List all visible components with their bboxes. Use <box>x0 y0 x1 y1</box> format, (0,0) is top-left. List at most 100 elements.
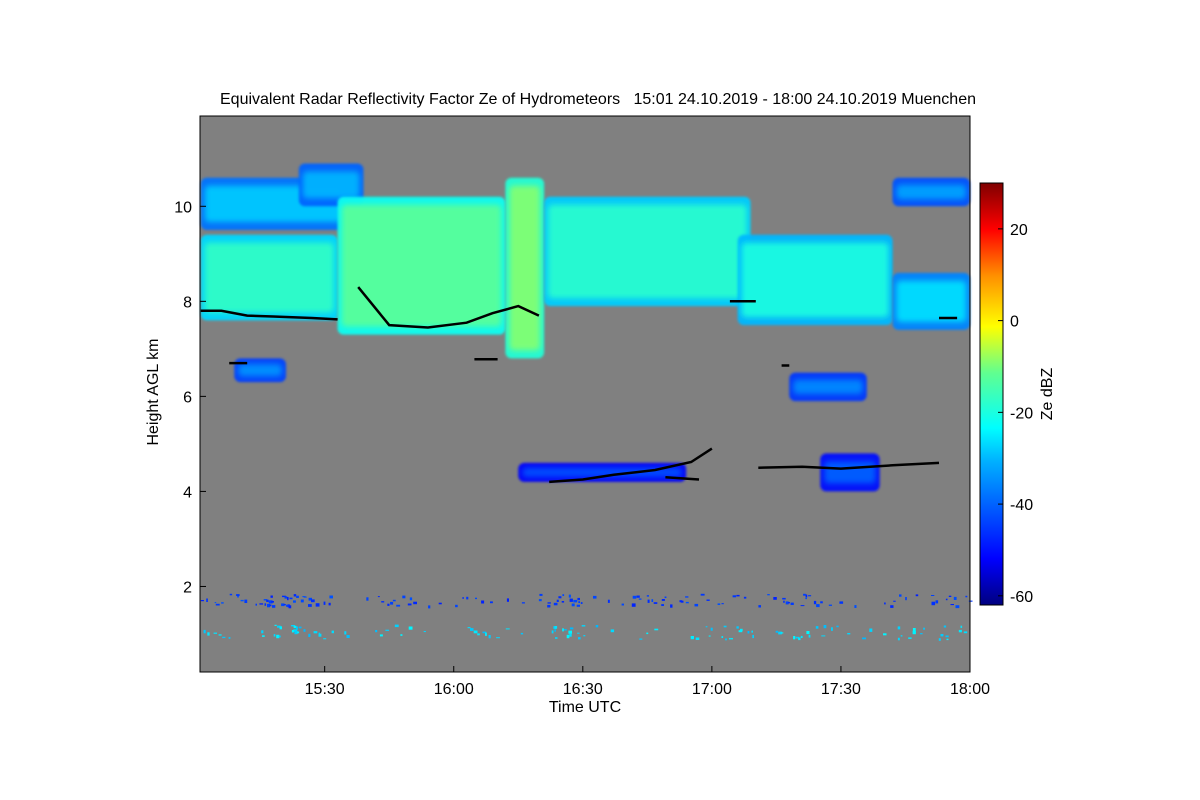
echo-noise-cell <box>661 599 665 601</box>
echo-noise-cell <box>311 599 315 603</box>
echo-noise-cell <box>375 630 378 633</box>
echo-noise-cell <box>573 599 578 603</box>
echo-noise-cell <box>566 634 570 639</box>
echo-noise-cell <box>214 602 217 604</box>
echo-noise-cell <box>953 596 957 600</box>
echo-noise-cell <box>847 633 851 635</box>
echo-noise-cell <box>547 604 551 608</box>
echo-noise-cell <box>293 600 296 603</box>
echo-noise-cell <box>736 626 739 629</box>
echo-noise-cell <box>706 599 710 601</box>
chart-title: Equivalent Radar Reflectivity Factor Ze … <box>220 91 976 108</box>
echo-noise-cell <box>775 630 778 633</box>
echo-noise-cell <box>481 600 485 604</box>
echo-noise-cell <box>553 602 558 606</box>
echo-noise-cell <box>286 604 290 607</box>
colorbar-tick-label: -60 <box>1010 589 1033 606</box>
trace-layer <box>200 286 958 484</box>
echo-noise-cell <box>394 624 399 628</box>
echo-noise-cell <box>958 629 962 633</box>
echo-noise-cell <box>396 604 401 607</box>
echo-noise-cell <box>551 630 554 634</box>
echo-noise-cell <box>558 596 562 599</box>
echo-noise-cell <box>646 632 649 635</box>
echo-noise-cell <box>328 602 331 606</box>
echo-noise-cell <box>661 604 664 606</box>
echo-noise-cell <box>538 599 542 602</box>
echo-noise-cell <box>607 599 610 603</box>
colorbar-gradient <box>979 182 1004 606</box>
echo-noise-cell <box>670 604 673 608</box>
echo-noise-cell <box>467 627 471 629</box>
trace-segment <box>665 475 700 481</box>
echo-noise-cell <box>823 625 827 629</box>
echo-noise-cell <box>785 601 789 605</box>
echo-noise-cell <box>578 637 581 640</box>
echo-noise-cell <box>923 627 925 630</box>
echo-noise-cell <box>938 638 941 641</box>
echo-noise-cell <box>203 629 206 634</box>
echo-noise-cell <box>610 629 615 633</box>
echo-noise-cell <box>282 595 286 598</box>
echo-noise-cell <box>828 604 832 606</box>
echo-noise-cell <box>303 629 306 632</box>
echo-noise-cell <box>296 631 300 634</box>
echo-noise-cell <box>705 626 708 628</box>
echo-noise-cell <box>455 604 458 608</box>
echo-noise-cell <box>554 626 558 629</box>
x-tick-label: 16:30 <box>563 681 603 698</box>
echo-noise-cell <box>935 600 939 604</box>
echo-noise-cell <box>331 630 334 634</box>
echo-noise-cell <box>646 595 649 597</box>
echo-noise-cell <box>263 599 268 601</box>
echo-noise-cell <box>803 593 806 596</box>
echo-noise-cell <box>636 595 640 598</box>
echo-noise-cell <box>654 628 659 631</box>
echo-noise-cell <box>738 630 743 633</box>
echo-noise-cell <box>554 629 556 632</box>
echo-core-main-cirrus-west <box>204 242 334 313</box>
x-tick-label: 15:30 <box>305 681 345 698</box>
echo-noise-cell <box>207 632 210 636</box>
echo-noise-cell <box>521 602 525 604</box>
echo-noise-cell <box>302 596 306 598</box>
echo-noise-cell <box>862 637 867 640</box>
echo-noise-cell <box>577 632 580 634</box>
echo-noise-cell <box>836 625 839 628</box>
echo-noise-cell <box>272 605 276 608</box>
echo-core-upper-patches-east <box>896 184 966 200</box>
echo-noise-cell <box>413 601 417 605</box>
echo-noise-cell <box>289 597 293 600</box>
echo-noise-cell <box>490 601 493 604</box>
echo-core-midlevel-4.3km <box>522 467 683 478</box>
echo-noise-cell <box>218 634 222 636</box>
echo-core-main-cirrus-east <box>548 204 747 299</box>
echo-noise-cell <box>595 625 599 628</box>
echo-noise-cell <box>308 604 312 607</box>
echo-noise-cell <box>783 600 785 603</box>
echo-noise-cell <box>631 603 636 607</box>
echo-noise-cell <box>561 601 565 603</box>
echo-noise-cell <box>298 626 302 629</box>
echo-noise-cell <box>893 600 896 602</box>
echo-noise-cell <box>813 600 817 605</box>
echo-noise-cell <box>313 631 318 634</box>
echo-noise-cell <box>569 633 572 637</box>
echo-noise-cell <box>462 597 464 599</box>
echo-noise-cell <box>883 633 887 636</box>
echo-layer <box>200 163 973 641</box>
echo-noise-cell <box>284 596 288 599</box>
echo-noise-cell <box>780 632 784 634</box>
echo-noise-cell <box>279 626 282 630</box>
echo-noise-cell <box>318 633 322 637</box>
echo-noise-cell <box>308 597 312 601</box>
echo-noise-cell <box>576 604 580 607</box>
echo-noise-cell <box>291 625 296 627</box>
echo-noise-cell <box>897 637 900 641</box>
colorbar-tick-label: -40 <box>1010 497 1033 514</box>
echo-noise-cell <box>385 629 389 631</box>
echo-noise-cell <box>581 625 586 627</box>
echo-noise-cell <box>805 597 807 600</box>
echo-noise-cell <box>708 635 711 637</box>
echo-core-main-cirrus-peak <box>509 185 541 351</box>
